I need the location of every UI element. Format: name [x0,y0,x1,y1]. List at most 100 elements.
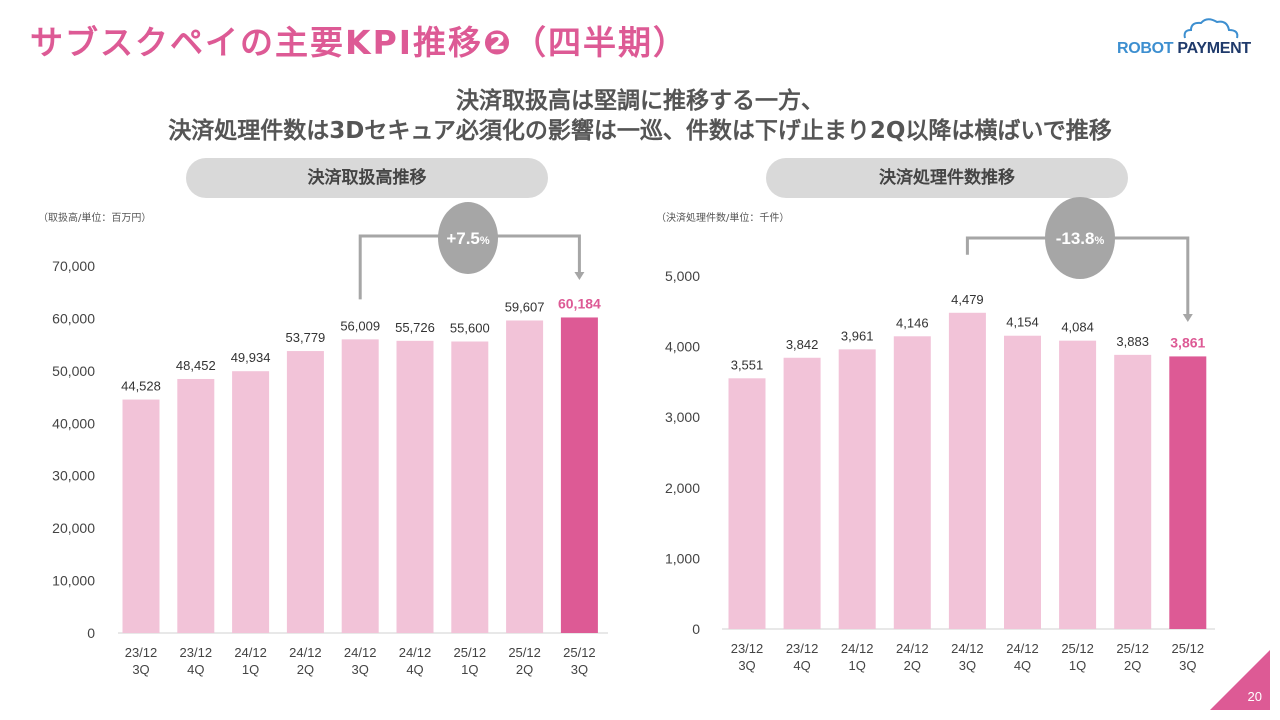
data-label: 48,452 [176,358,216,373]
data-label: 3,551 [731,357,764,372]
x-tick-label: 25/12 [508,645,541,660]
page-title: サブスクペイの主要KPI推移❷（四半期） [30,23,688,62]
data-label: 3,861 [1170,334,1205,350]
data-label: 44,528 [121,379,161,394]
subtitle-line-2: 決済処理件数は3Dセキュア必須化の影響は一巡、件数は下げ止まり2Q以降は横ばいで… [168,118,1112,144]
bar [838,349,876,629]
x-tick-label-quarter: 1Q [1069,658,1086,673]
x-tick-label-quarter: 1Q [461,662,478,677]
change-badge-label: -13.8% [1056,229,1105,248]
bar [451,341,489,633]
data-label: 3,961 [841,328,874,343]
cloud-icon [1183,18,1239,39]
y-tick-label: 20,000 [52,520,95,536]
x-tick-label-quarter: 3Q [132,662,149,677]
data-label: 4,154 [1006,315,1039,330]
y-tick-label: 70,000 [52,258,95,274]
x-tick-label: 24/12 [841,641,874,656]
chart-title-right: 決済処理件数推移 [766,158,1128,198]
x-tick-label: 25/12 [1116,641,1149,656]
chart-title-left: 決済取扱高推移 [186,158,548,198]
x-tick-label-quarter: 4Q [793,658,810,673]
y-tick-label: 50,000 [52,363,95,379]
y-tick-label: 2,000 [665,480,700,496]
bar [232,371,270,633]
x-tick-label-quarter: 4Q [187,662,204,677]
x-tick-label-quarter: 3Q [959,658,976,673]
bar [1114,354,1152,629]
y-tick-label: 4,000 [665,339,700,355]
unit-note-left: （取扱高/単位：百万円） [38,213,152,224]
change-badge [438,202,498,274]
bar [286,351,324,633]
data-label: 49,934 [231,350,271,365]
page-number: 20 [1247,689,1262,704]
y-tick-label: 10,000 [52,573,95,589]
x-tick-label: 23/12 [731,641,764,656]
data-label: 3,842 [786,337,819,352]
bar [783,357,821,629]
x-tick-label-quarter: 1Q [849,658,866,673]
x-tick-label: 23/12 [180,645,213,660]
unit-note-right: （決済処理件数/単位：千件） [656,213,790,224]
x-tick-label: 25/12 [1061,641,1094,656]
bar-highlight [1169,356,1207,629]
x-tick-label: 24/12 [896,641,929,656]
bar [728,378,766,629]
logo-text: ROBOT PAYMENT [1117,40,1251,57]
bar [177,378,215,633]
x-tick-label: 24/12 [399,645,432,660]
data-label: 59,607 [505,299,545,314]
arrow-down-icon [574,272,585,280]
bar-highlight [560,317,598,633]
x-tick-label-quarter: 2Q [904,658,921,673]
x-tick-label: 25/12 [563,645,596,660]
subtitle-line-1: 決済取扱高は堅調に推移する一方、 [456,88,824,114]
x-tick-label: 24/12 [951,641,984,656]
data-label: 60,184 [558,295,601,311]
x-tick-label: 23/12 [125,645,158,660]
y-tick-label: 1,000 [665,550,700,566]
x-tick-label: 23/12 [786,641,819,656]
company-logo: ROBOT PAYMENT [1117,18,1257,62]
x-tick-label: 25/12 [454,645,487,660]
y-tick-label: 3,000 [665,409,700,425]
data-label: 56,009 [340,318,380,333]
data-label: 55,726 [395,320,435,335]
bar [948,312,986,629]
x-tick-label-quarter: 4Q [1014,658,1031,673]
data-label: 4,084 [1061,320,1094,335]
y-tick-label: 0 [87,625,95,641]
arrow-down-icon [1182,314,1193,322]
data-label: 4,479 [951,292,984,307]
bar [1059,340,1097,629]
x-tick-label: 24/12 [289,645,322,660]
x-tick-label-quarter: 3Q [352,662,369,677]
bar [341,339,379,633]
x-tick-label-quarter: 4Q [406,662,423,677]
bar [893,336,931,629]
bar [396,340,434,633]
change-badge-label: +7.5% [446,229,490,248]
y-tick-label: 5,000 [665,268,700,284]
x-tick-label-quarter: 3Q [571,662,588,677]
data-label: 4,146 [896,315,929,330]
data-label: 55,600 [450,320,490,335]
x-tick-label-quarter: 3Q [738,658,755,673]
x-tick-label-quarter: 1Q [242,662,259,677]
y-tick-label: 0 [692,621,700,637]
y-tick-label: 60,000 [52,310,95,326]
x-tick-label-quarter: 2Q [297,662,314,677]
change-badge [1045,197,1115,279]
x-tick-label-quarter: 2Q [516,662,533,677]
bar [1004,335,1041,629]
x-tick-label: 25/12 [1172,641,1205,656]
y-tick-label: 30,000 [52,468,95,484]
data-label: 3,883 [1116,334,1149,349]
x-tick-label: 24/12 [344,645,377,660]
bar [122,399,160,633]
x-tick-label: 24/12 [1006,641,1039,656]
x-tick-label-quarter: 2Q [1124,658,1141,673]
